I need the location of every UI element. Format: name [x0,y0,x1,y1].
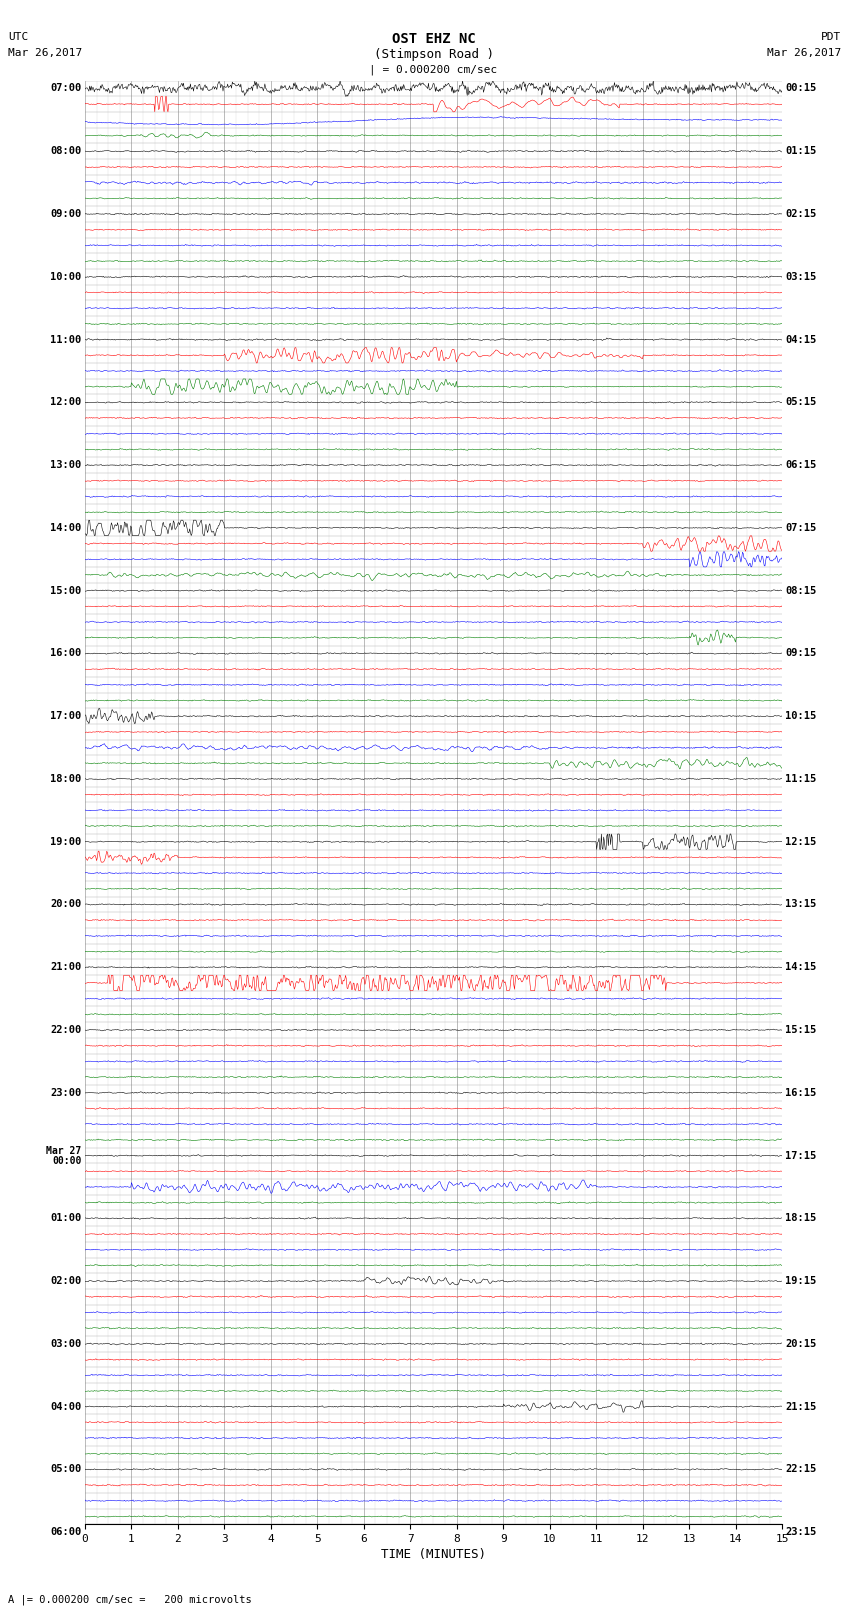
Text: 10:00: 10:00 [50,273,82,282]
Text: Mar 26,2017: Mar 26,2017 [8,48,82,58]
Text: Mar 26,2017: Mar 26,2017 [768,48,842,58]
Text: 23:15: 23:15 [785,1528,817,1537]
Text: 23:00: 23:00 [50,1087,82,1098]
Text: 01:00: 01:00 [50,1213,82,1223]
Text: 10:15: 10:15 [785,711,817,721]
Text: 01:15: 01:15 [785,147,817,156]
Text: 20:00: 20:00 [50,900,82,910]
Text: 06:15: 06:15 [785,460,817,469]
Text: 05:00: 05:00 [50,1465,82,1474]
Text: 04:00: 04:00 [50,1402,82,1411]
Text: 03:15: 03:15 [785,273,817,282]
X-axis label: TIME (MINUTES): TIME (MINUTES) [381,1548,486,1561]
Text: 02:15: 02:15 [785,210,817,219]
Text: 21:15: 21:15 [785,1402,817,1411]
Text: 16:15: 16:15 [785,1087,817,1098]
Text: 02:00: 02:00 [50,1276,82,1286]
Text: 12:00: 12:00 [50,397,82,408]
Text: 13:00: 13:00 [50,460,82,469]
Text: 15:15: 15:15 [785,1024,817,1036]
Text: 05:15: 05:15 [785,397,817,408]
Text: Mar 27: Mar 27 [46,1145,82,1155]
Text: (Stimpson Road ): (Stimpson Road ) [373,48,494,61]
Text: 15:00: 15:00 [50,586,82,595]
Text: 07:15: 07:15 [785,523,817,532]
Text: 13:15: 13:15 [785,900,817,910]
Text: 08:15: 08:15 [785,586,817,595]
Text: 06:00: 06:00 [50,1528,82,1537]
Text: 20:15: 20:15 [785,1339,817,1348]
Text: 22:00: 22:00 [50,1024,82,1036]
Text: 09:00: 09:00 [50,210,82,219]
Text: 18:00: 18:00 [50,774,82,784]
Text: 04:15: 04:15 [785,334,817,345]
Text: UTC: UTC [8,32,29,42]
Text: PDT: PDT [821,32,842,42]
Text: 11:00: 11:00 [50,334,82,345]
Text: 17:00: 17:00 [50,711,82,721]
Text: 21:00: 21:00 [50,963,82,973]
Text: OST EHZ NC: OST EHZ NC [392,32,475,47]
Text: 09:15: 09:15 [785,648,817,658]
Text: A |= 0.000200 cm/sec =   200 microvolts: A |= 0.000200 cm/sec = 200 microvolts [8,1594,252,1605]
Text: 03:00: 03:00 [50,1339,82,1348]
Text: 14:00: 14:00 [50,523,82,532]
Text: 00:00: 00:00 [52,1155,82,1166]
Text: 07:00: 07:00 [50,84,82,94]
Text: 08:00: 08:00 [50,147,82,156]
Text: 00:15: 00:15 [785,84,817,94]
Text: 18:15: 18:15 [785,1213,817,1223]
Text: | = 0.000200 cm/sec: | = 0.000200 cm/sec [370,65,497,76]
Text: 14:15: 14:15 [785,963,817,973]
Text: 11:15: 11:15 [785,774,817,784]
Text: 17:15: 17:15 [785,1150,817,1160]
Text: 16:00: 16:00 [50,648,82,658]
Text: 19:15: 19:15 [785,1276,817,1286]
Text: 19:00: 19:00 [50,837,82,847]
Text: 22:15: 22:15 [785,1465,817,1474]
Text: 12:15: 12:15 [785,837,817,847]
